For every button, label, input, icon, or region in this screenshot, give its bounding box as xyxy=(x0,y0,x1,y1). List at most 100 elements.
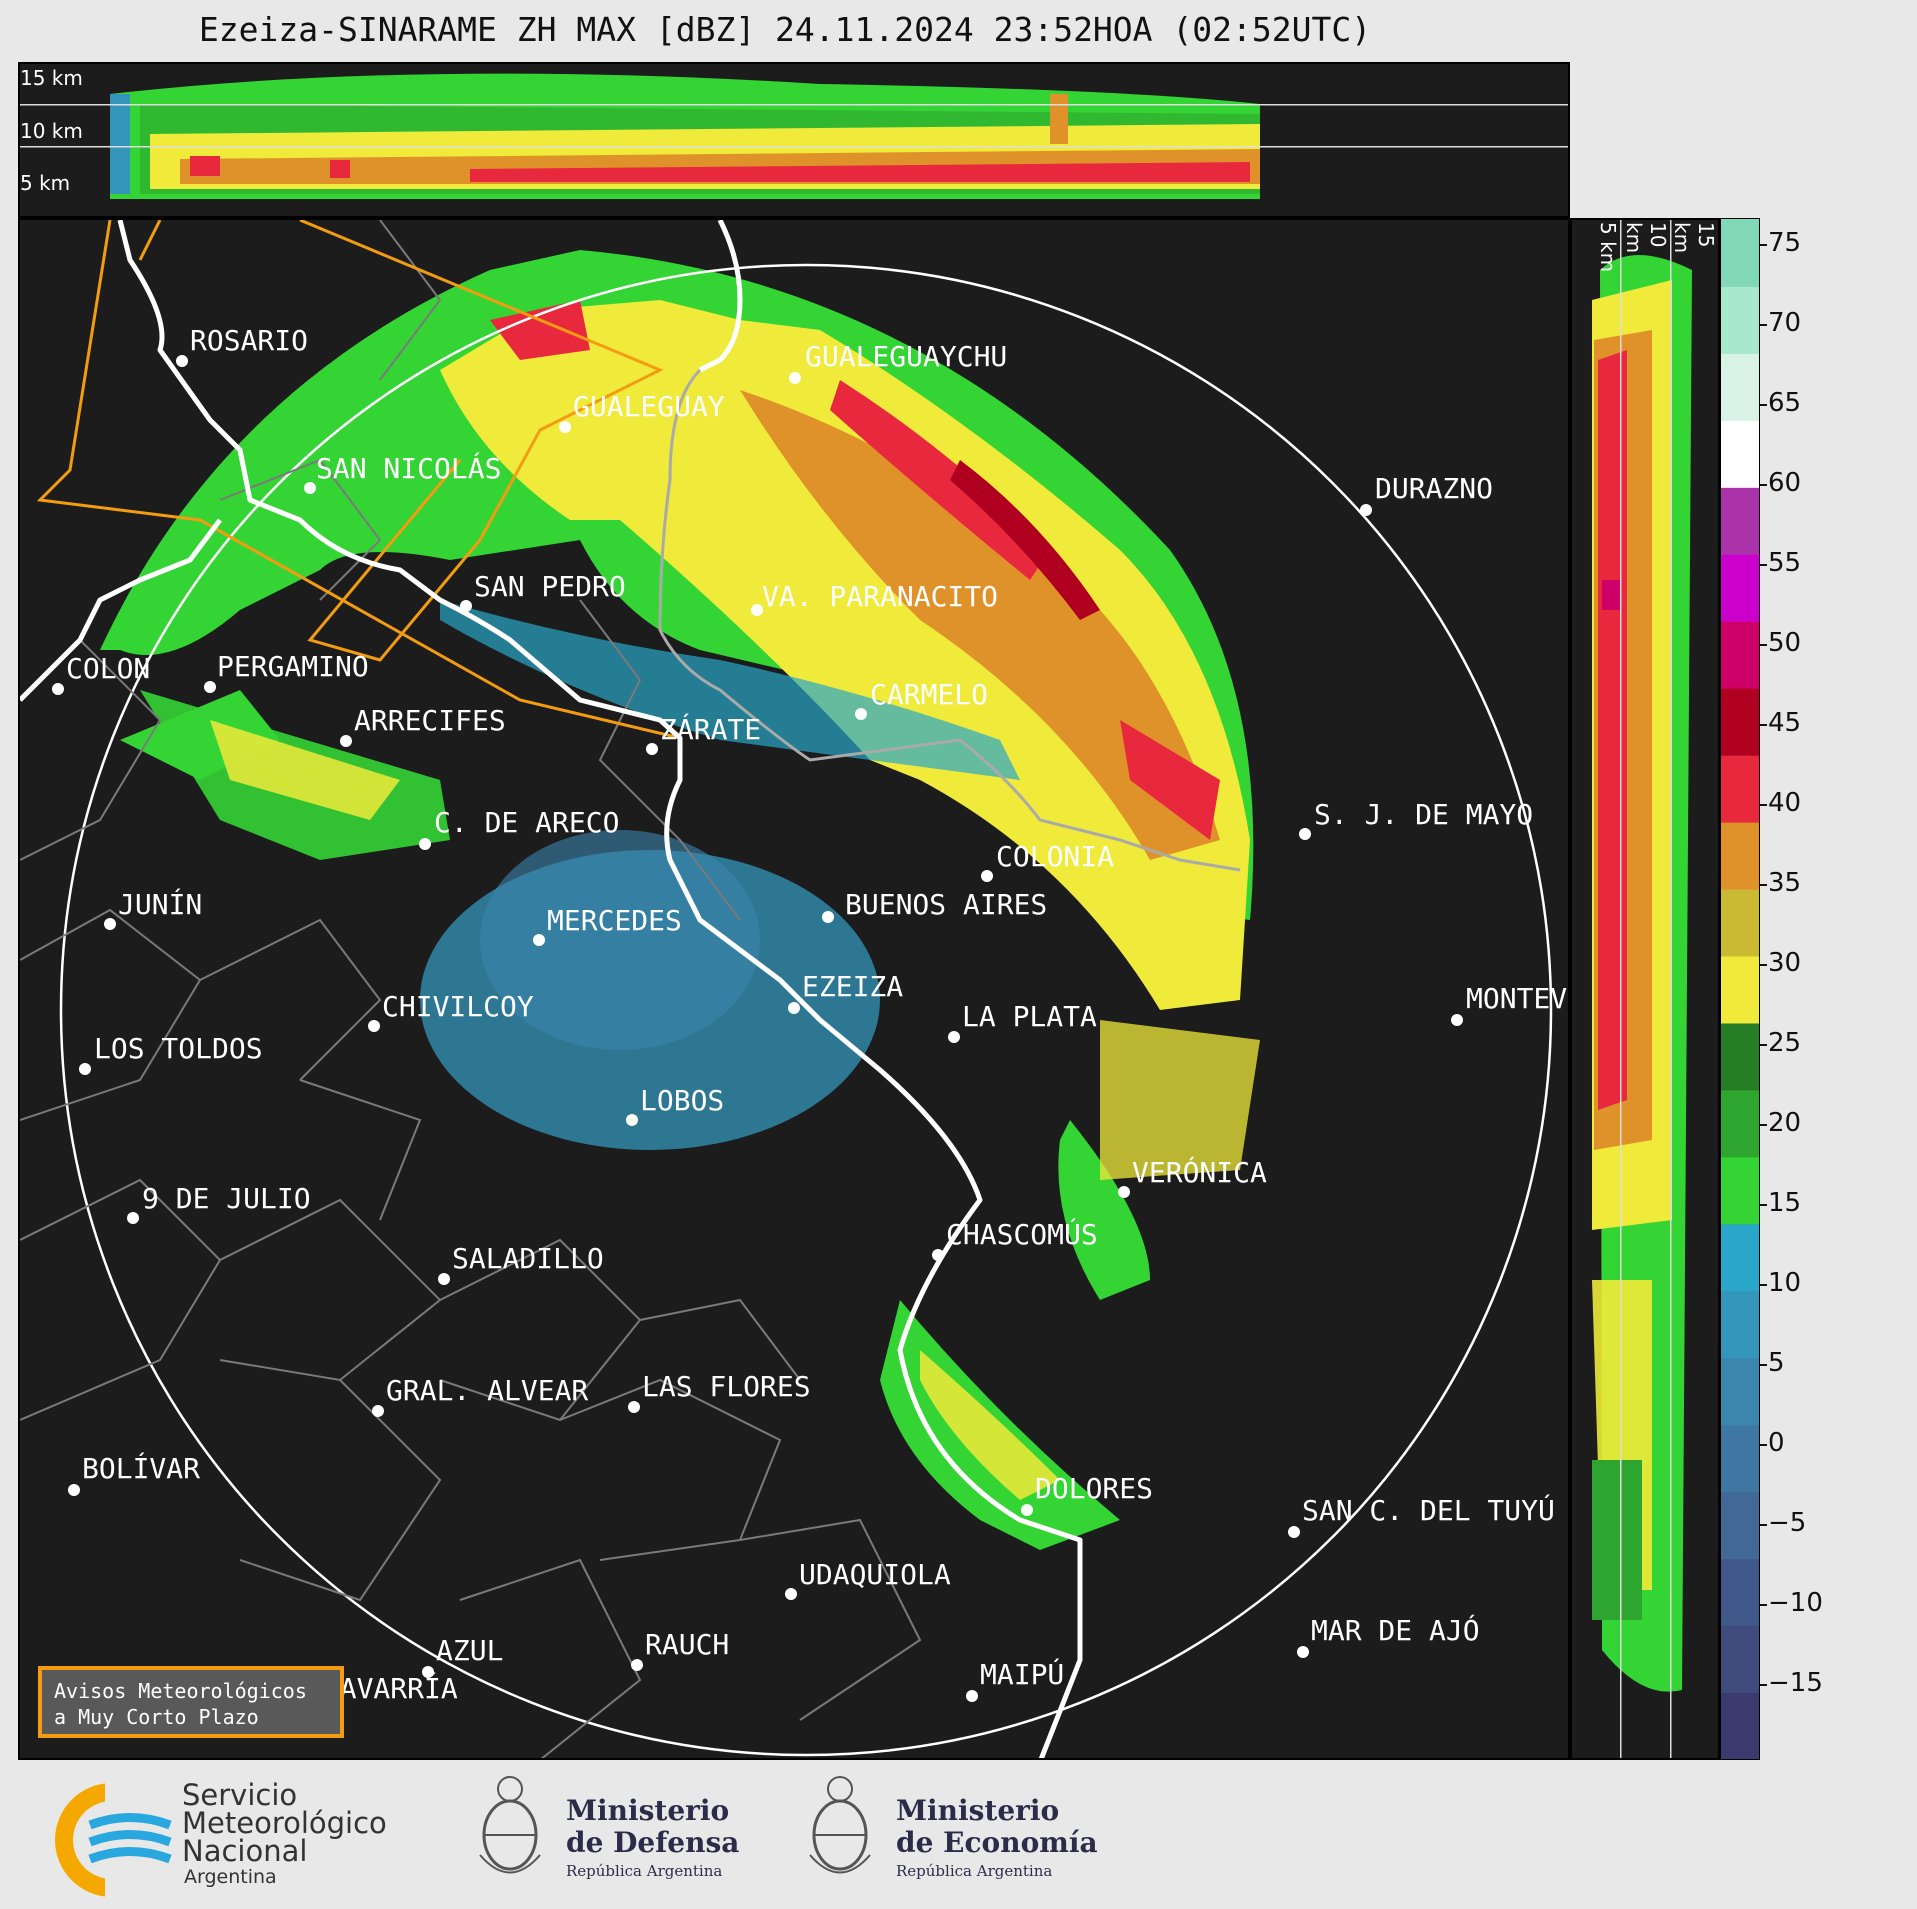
city-label-san-pedro: SAN PEDRO xyxy=(474,570,626,603)
city-label-san-c-del-tuyu: SAN C. DEL TUYÚ xyxy=(1302,1494,1555,1527)
coat-of-arms-icon xyxy=(479,1776,541,1874)
colorbar-band xyxy=(1721,486,1759,555)
echo-area-yellow xyxy=(440,300,1250,1010)
economia-line-2: de Economía xyxy=(896,1826,1098,1859)
colorbar-band xyxy=(1721,553,1759,622)
top-cross-section xyxy=(20,64,1568,216)
city-label-las-flores: LAS FLORES xyxy=(642,1370,811,1403)
city-label-sj-de-mayo: S. J. DE MAYO xyxy=(1314,798,1534,831)
radar-map-panel: ROSARIO GUALEGUAYCHU GUALEGUAY SAN NICOL… xyxy=(18,218,1570,1760)
smn-logo-icon xyxy=(55,1780,180,1900)
colorbar-tick-label: −15 xyxy=(1768,1668,1823,1698)
colorbar-tick-mark xyxy=(1760,1444,1767,1446)
colorbar-tick-mark xyxy=(1760,1524,1767,1526)
colorbar-band xyxy=(1721,620,1759,689)
colorbar-tick-label: 65 xyxy=(1768,388,1802,418)
coat-of-arms-icon xyxy=(809,1776,871,1874)
colorbar-tick-label: 0 xyxy=(1768,1428,1785,1458)
city-label-va-paranacito: VA. PARANACITO xyxy=(762,580,999,613)
warning-line-2: a Muy Corto Plazo xyxy=(54,1705,259,1729)
radar-map xyxy=(20,220,1568,1758)
city-label-lobos: LOBOS xyxy=(640,1084,725,1117)
colorbar-band xyxy=(1721,1156,1759,1225)
city-label-zarate: ZÁRATE xyxy=(660,713,762,746)
colorbar-band xyxy=(1721,1491,1759,1560)
colorbar-band xyxy=(1721,1089,1759,1158)
echo-area-orange xyxy=(740,390,1220,860)
colorbar-tick-mark xyxy=(1760,1604,1767,1606)
department-borders xyxy=(20,220,922,1758)
colorbar-tick-label: −5 xyxy=(1768,1508,1807,1538)
warning-line-1: Avisos Meteorológicos xyxy=(54,1679,307,1703)
defensa-line-2: de Defensa xyxy=(566,1826,740,1859)
side-height-label-15: 15 km xyxy=(1670,222,1718,254)
range-ring xyxy=(59,263,1553,1757)
city-label-azul: AZUL xyxy=(436,1634,504,1667)
top-cross-section-panel: 15 km 10 km 5 km xyxy=(18,62,1570,218)
colorbar-tick-label: 5 xyxy=(1768,1348,1785,1378)
roads xyxy=(20,220,1083,1758)
city-label-colon: COLON xyxy=(66,652,151,685)
colorbar-tick-label: 60 xyxy=(1768,468,1802,498)
colorbar-band xyxy=(1721,1692,1759,1760)
colorbar xyxy=(1720,218,1760,1760)
colorbar-tick-mark xyxy=(1760,1204,1767,1206)
side-cross-section xyxy=(1572,220,1718,1758)
colorbar-tick-label: 20 xyxy=(1768,1108,1802,1138)
colorbar-tick-mark xyxy=(1760,244,1767,246)
city-label-bolivar: BOLÍVAR xyxy=(82,1452,201,1485)
city-label-la-plata: LA PLATA xyxy=(962,1000,1097,1033)
colorbar-tick-label: 15 xyxy=(1768,1188,1802,1218)
colorbar-tick-mark xyxy=(1760,404,1767,406)
city-label-c-de-areco: C. DE ARECO xyxy=(434,806,620,839)
city-label-junin: JUNÍN xyxy=(118,888,203,921)
smn-line-2: Meteorológico xyxy=(182,1806,387,1840)
colorbar-band xyxy=(1721,1625,1759,1694)
top-height-label-10: 10 km xyxy=(20,119,83,143)
province-lines xyxy=(36,220,681,740)
colorbar-tick-mark xyxy=(1760,804,1767,806)
city-label-montev: MONTEV xyxy=(1466,982,1568,1015)
city-label-gral-alvear: GRAL. ALVEAR xyxy=(386,1374,589,1407)
uruguay-roads xyxy=(658,368,1241,872)
city-label-9-de-julio: 9 DE JULIO xyxy=(142,1182,311,1215)
city-label-carmelo: CARMELO xyxy=(870,678,989,711)
city-label-buenos-aires: BUENOS AIRES xyxy=(845,888,1048,921)
colorbar-band xyxy=(1721,888,1759,957)
colorbar-tick-label: 35 xyxy=(1768,868,1802,898)
colorbar-gradient xyxy=(1721,219,1759,1760)
city-label-saladillo: SALADILLO xyxy=(452,1242,604,1275)
city-label-pergamino: PERGAMINO xyxy=(217,650,369,683)
smn-line-4: Argentina xyxy=(184,1866,277,1888)
colorbar-band xyxy=(1721,821,1759,890)
colorbar-band xyxy=(1721,285,1759,354)
colorbar-tick-label: 25 xyxy=(1768,1028,1802,1058)
colorbar-tick-label: −10 xyxy=(1768,1588,1823,1618)
colorbar-band xyxy=(1721,1424,1759,1493)
colorbar-tick-label: 50 xyxy=(1768,628,1802,658)
city-label-udaquiola: UDAQUIOLA xyxy=(799,1558,951,1591)
side-height-label-10: 10 km xyxy=(1622,222,1670,254)
city-label-gualeguaychu: GUALEGUAYCHU xyxy=(805,340,1008,373)
colorbar-band xyxy=(1721,1290,1759,1359)
side-height-label-5: 5 km xyxy=(1596,222,1620,273)
city-label-gualeguay: GUALEGUAY xyxy=(573,390,725,423)
colorbar-tick-label: 55 xyxy=(1768,548,1802,578)
colorbar-band xyxy=(1721,754,1759,823)
colorbar-band xyxy=(1721,1223,1759,1292)
city-label-rosario: ROSARIO xyxy=(190,324,309,357)
smn-line-1: Servicio xyxy=(182,1778,298,1812)
colorbar-tick-mark xyxy=(1760,1124,1767,1126)
city-label-san-nicolas: SAN NICOLÁS xyxy=(316,452,502,485)
smn-line-3: Nacional xyxy=(182,1834,308,1868)
city-label-mar-de-ajo: MAR DE AJÓ xyxy=(1311,1614,1480,1647)
warning-button[interactable]: Avisos Meteorológicos a Muy Corto Plazo xyxy=(38,1666,344,1738)
city-label-chivilcoy: CHIVILCOY xyxy=(382,990,534,1023)
colorbar-tick-label: 45 xyxy=(1768,708,1802,738)
city-label-los-toldos: LOS TOLDOS xyxy=(94,1032,263,1065)
colorbar-tick-mark xyxy=(1760,484,1767,486)
city-label-colonia: COLONIA xyxy=(996,840,1115,873)
colorbar-tick-label: 10 xyxy=(1768,1268,1802,1298)
top-height-label-15: 15 km xyxy=(20,66,83,90)
economia-line-3: República Argentina xyxy=(896,1862,1053,1880)
